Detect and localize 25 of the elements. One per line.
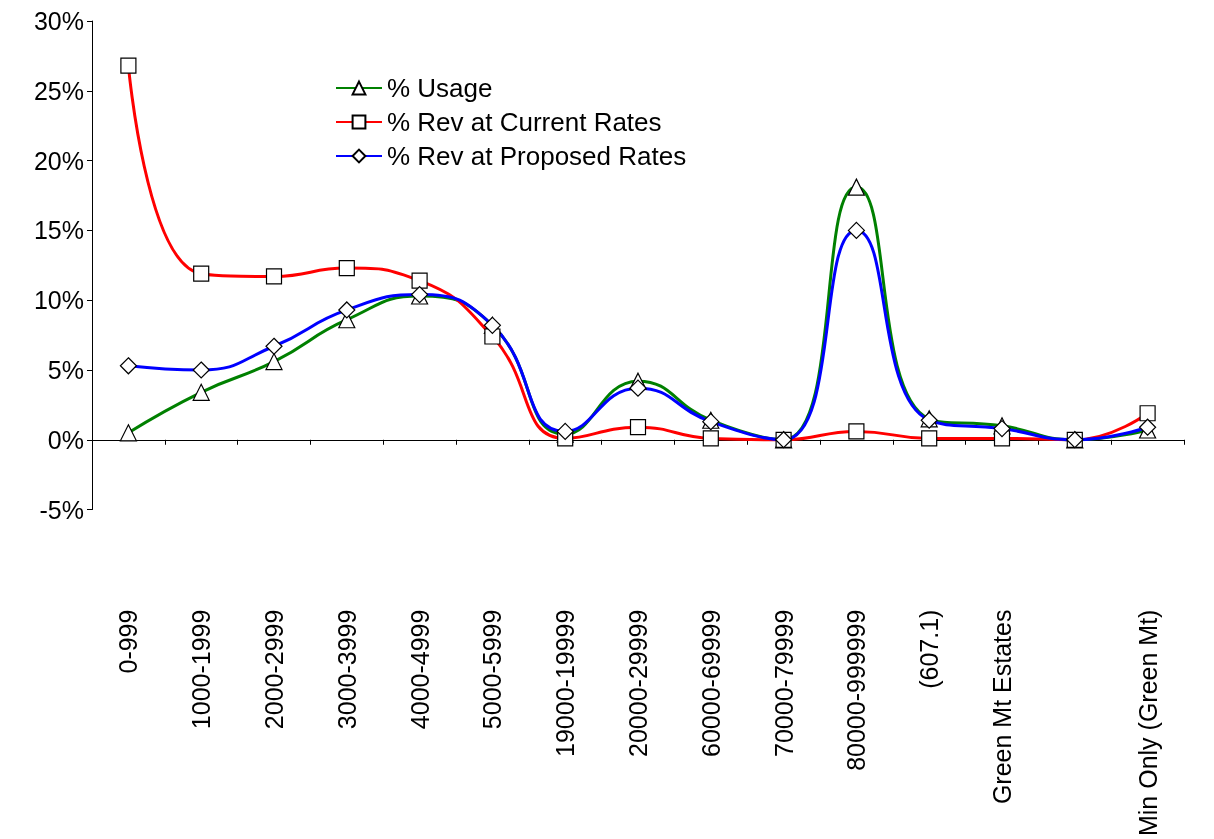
x-tick-label: 20000-29999: [624, 609, 652, 757]
y-tick-label: 10%: [33, 286, 84, 315]
x-tick-label: 80000-999999: [842, 609, 871, 771]
x-tick-label: Min Only (Green Mt): [1133, 609, 1162, 837]
x-tick-label: 1000-1999: [187, 609, 216, 730]
x-tick-label: 3000-3999: [332, 609, 361, 730]
x-tick-label: 0-999: [114, 609, 143, 674]
x-tick-label: Green Mt Estates: [988, 609, 1016, 805]
y-tick-label: 5%: [47, 355, 84, 384]
x-tick-label: 5000-5999: [478, 609, 507, 730]
x-tick-label: 60000-69999: [696, 609, 725, 757]
y-tick-label: 20%: [33, 146, 84, 175]
x-tick-label: (607.1): [915, 609, 944, 689]
y-tick-label: 0%: [47, 425, 84, 454]
legend-label: % Rev at Current Rates: [387, 107, 662, 137]
legend-label: % Usage: [387, 73, 493, 103]
x-tick-label: 2000-2999: [260, 609, 288, 730]
x-tick-label: 19000-19999: [551, 609, 580, 757]
legend-label: % Rev at Proposed Rates: [387, 141, 687, 171]
x-tick-label: 4000-4999: [405, 609, 434, 730]
y-tick-label: 30%: [33, 7, 84, 35]
y-tick-label: 25%: [33, 76, 84, 105]
y-tick-label: -5%: [39, 495, 84, 524]
y-tick-label: 15%: [33, 216, 84, 245]
x-tick-label: 70000-79999: [769, 609, 798, 757]
